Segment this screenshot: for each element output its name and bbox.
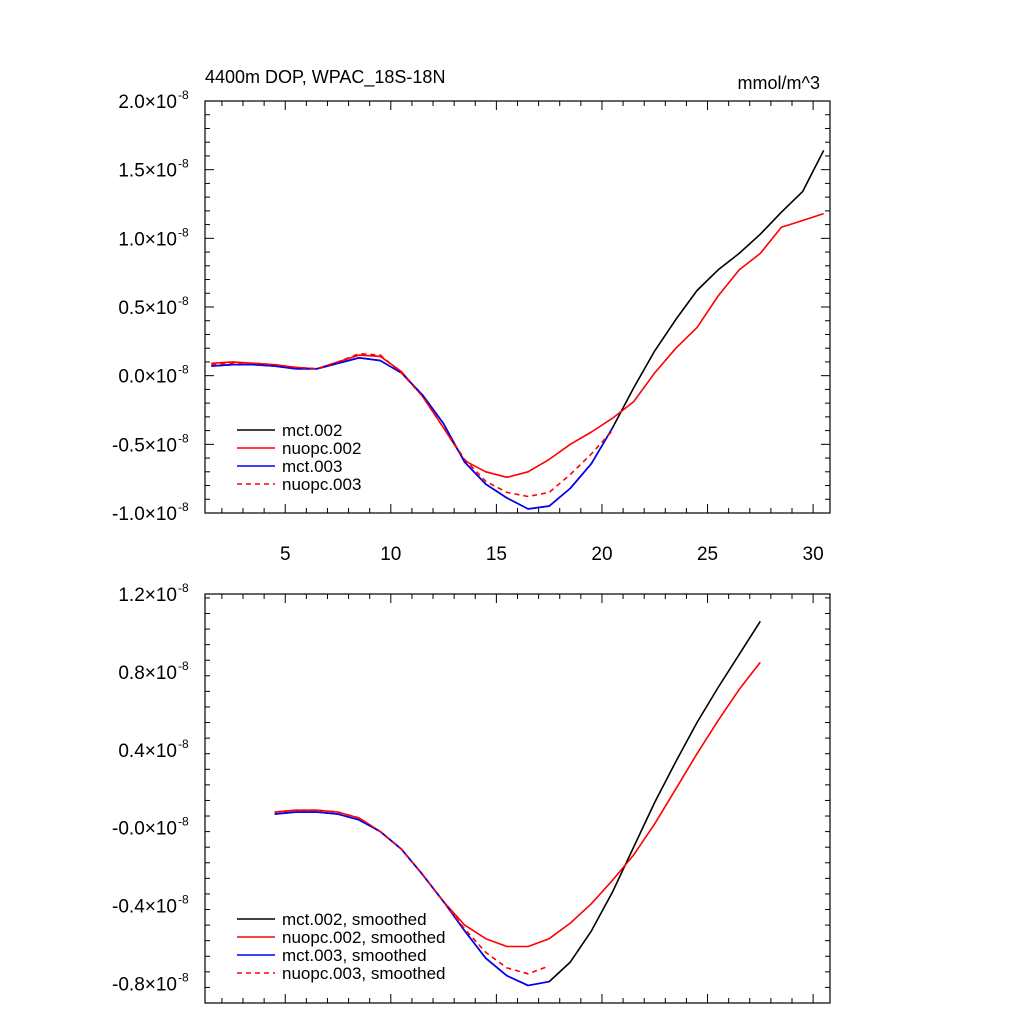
y-tick-label: 1.5×10 xyxy=(118,161,177,182)
y-tick-exponent: -8 xyxy=(178,893,189,907)
chart-title: 4400m DOP, WPAC_18S-18N xyxy=(205,67,445,88)
y-tick-label: -0.8×10 xyxy=(112,975,177,996)
y-tick-exponent: -8 xyxy=(178,294,189,308)
y-tick-exponent: -8 xyxy=(178,500,189,514)
series-line-4 xyxy=(274,809,550,975)
legend-label: nuopc.002, smoothed xyxy=(282,928,446,947)
y-tick-label: 0.5×10 xyxy=(118,298,177,319)
y-tick-exponent: -8 xyxy=(178,815,189,829)
y-tick-label: -0.5×10 xyxy=(112,435,177,456)
x-tick-label: 20 xyxy=(591,544,612,565)
y-tick-label: 2.0×10 xyxy=(118,92,177,113)
legend-label: mct.002, smoothed xyxy=(282,910,427,929)
y-tick-label: 0.8×10 xyxy=(118,663,177,684)
y-tick-exponent: -8 xyxy=(178,157,189,171)
y-tick-exponent: -8 xyxy=(178,581,189,595)
series-line-2 xyxy=(274,661,761,948)
y-tick-label: -1.0×10 xyxy=(112,504,177,525)
x-tick-label: 5 xyxy=(280,544,291,565)
y-tick-label: -0.4×10 xyxy=(112,897,177,918)
series-group xyxy=(211,150,825,510)
y-tick-label: -0.0×10 xyxy=(112,819,177,840)
x-tick-label: 15 xyxy=(486,544,507,565)
y-tick-label: 0.0×10 xyxy=(118,367,177,388)
series-group xyxy=(274,620,761,987)
series-line-4 xyxy=(211,352,614,498)
x-tick-label: 10 xyxy=(380,544,401,565)
legend-label: nuopc.003 xyxy=(282,475,361,494)
legend-label: mct.002 xyxy=(282,421,342,440)
series-line-3 xyxy=(211,356,614,510)
y-tick-exponent: -8 xyxy=(178,971,189,985)
x-tick-label: 25 xyxy=(697,544,718,565)
units-label: mmol/m^3 xyxy=(738,73,820,93)
chart-panel-2: -0.8×10 -8-0.4×10 -8-0.0×10 -80.4×10 -80.8×1… xyxy=(112,581,831,1004)
y-tick-label: 0.4×10 xyxy=(118,741,177,762)
legend-label: nuopc.003, smoothed xyxy=(282,964,446,983)
legend-label: nuopc.002 xyxy=(282,439,361,458)
y-tick-label: 1.2×10 xyxy=(118,585,177,606)
y-tick-exponent: -8 xyxy=(178,88,189,102)
y-tick-label: 1.0×10 xyxy=(118,229,177,250)
y-tick-exponent: -8 xyxy=(178,659,189,673)
chart-panel-1: 5 10 15 20 25 30-1.0×10 -8-0.5×10 -80.0×10 -80.5… xyxy=(112,67,831,565)
x-tick-label: 30 xyxy=(803,544,824,565)
y-tick-exponent: -8 xyxy=(178,225,189,239)
y-tick-exponent: -8 xyxy=(178,363,189,377)
y-tick-exponent: -8 xyxy=(178,737,189,751)
legend-label: mct.003, smoothed xyxy=(282,946,427,965)
legend-label: mct.003 xyxy=(282,457,342,476)
y-tick-exponent: -8 xyxy=(178,431,189,445)
